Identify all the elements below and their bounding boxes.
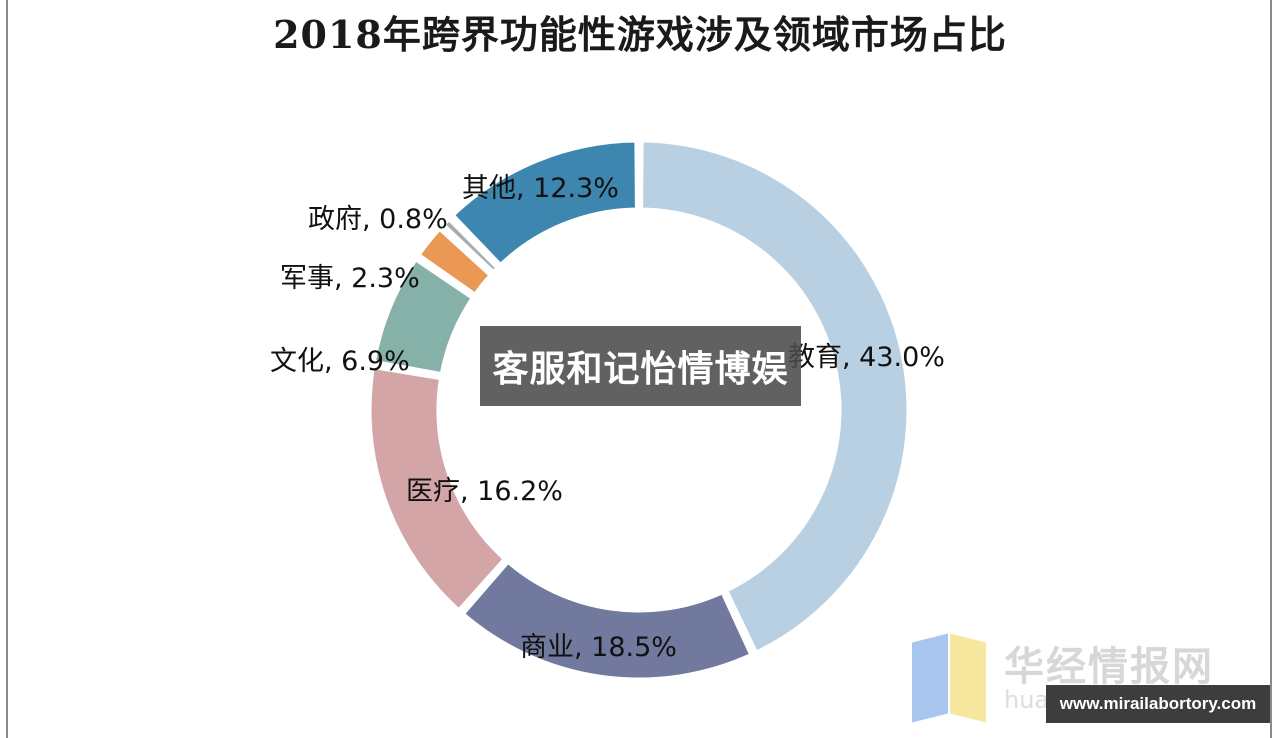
slice-label-5: 政府, 0.8% <box>308 204 448 235</box>
logo-mark-right <box>950 633 986 723</box>
slice-label-2: 医疗, 16.2% <box>406 476 563 507</box>
slice-label-4: 军事, 2.3% <box>280 263 420 294</box>
url-badge[interactable]: www.mirailabortory.com <box>1046 685 1270 723</box>
donut-slice-5 <box>438 214 502 277</box>
donut-slice-4 <box>414 224 495 299</box>
donut-slice-2 <box>366 363 510 615</box>
donut-slice-3 <box>370 255 477 378</box>
watermark-brand: 华经情报网 <box>1004 644 1214 690</box>
slice-label-1: 商业, 18.5% <box>520 632 677 663</box>
logo-mark-left <box>912 633 948 723</box>
slice-label-3: 文化, 6.9% <box>270 346 410 377</box>
donut-slice-6 <box>448 137 640 270</box>
chart-frame <box>6 0 1272 738</box>
slice-label-0: 教育, 43.0% <box>788 342 945 373</box>
overlay-banner: 客服和记怡情博娱 <box>480 326 801 406</box>
slice-label-6: 其他, 12.3% <box>462 173 619 204</box>
chart-title: 2018年跨界功能性游戏涉及领域市场占比 <box>273 12 1007 57</box>
donut-slice-0 <box>638 137 912 657</box>
donut-slice-1 <box>458 557 756 683</box>
